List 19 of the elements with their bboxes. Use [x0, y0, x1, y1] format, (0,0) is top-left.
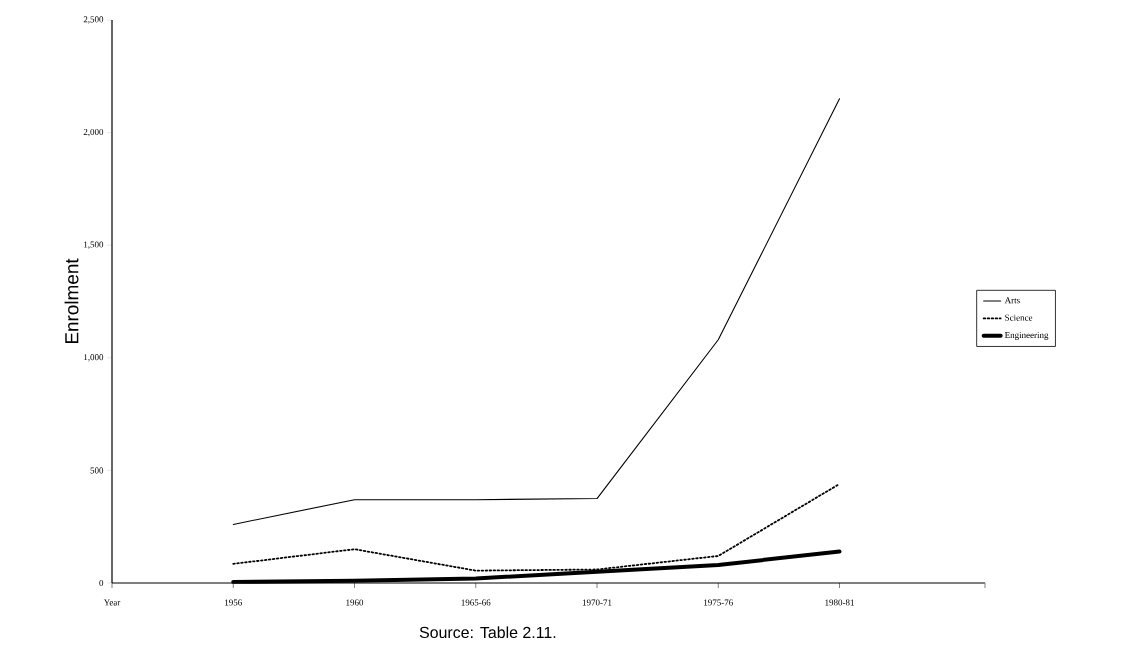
y-tick-label: 1,000	[84, 354, 104, 362]
x-tick-label: 1965-66	[461, 599, 491, 606]
x-tick-label: 1956	[225, 599, 242, 606]
x-tick-label: 1970-71	[582, 599, 612, 606]
y-tick-label: 2,000	[83, 128, 104, 137]
x-tick-label: 1960	[346, 599, 364, 606]
y-tick-label: 500	[90, 467, 104, 474]
source-note: Source: Table 2.11.	[419, 626, 556, 639]
line-series	[232, 98, 841, 525]
legend-label: Science	[1005, 314, 1033, 321]
x-tick-label: 1975-76	[704, 599, 733, 606]
legend-label: Engineering	[1004, 332, 1049, 340]
legend-label: Arts	[1004, 297, 1020, 304]
y-tick-label: 1,500	[84, 241, 104, 249]
y-axis-title: Enrolment	[64, 258, 79, 344]
y-tick-label: 0	[99, 579, 104, 587]
x-axis-title: Year	[103, 599, 121, 606]
x-tick-label: 1980-81	[825, 599, 854, 606]
y-tick-label: 2,500	[83, 16, 104, 24]
